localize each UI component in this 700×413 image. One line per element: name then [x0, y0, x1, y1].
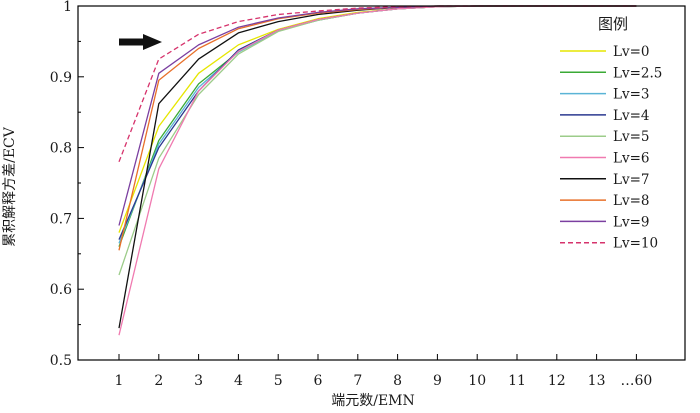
series-line-lv-6	[118, 5, 637, 336]
x-tick-label: 6	[314, 373, 323, 389]
series-layer	[118, 5, 637, 336]
y-tick-label: 0.6	[50, 282, 72, 298]
x-tick-label: 8	[393, 373, 402, 389]
legend-label: Lv=2.5	[613, 65, 662, 81]
series-line-lv-10	[118, 5, 637, 163]
x-tick-label: 3	[194, 373, 203, 389]
series-line-lv-9	[118, 5, 637, 226]
y-tick-label: 0.5	[50, 353, 72, 369]
legend-label: Lv=8	[613, 193, 650, 209]
y-tick-label: 0.8	[50, 141, 72, 157]
legend-title: 图例	[598, 15, 628, 33]
x-tick-label: 1	[115, 373, 124, 389]
arrow-icon	[119, 34, 162, 50]
legend-label: Lv=9	[613, 214, 650, 230]
x-axis-title: 端元数/EMN	[331, 393, 415, 409]
series-line-lv-0	[118, 5, 637, 233]
legend-label: Lv=0	[613, 44, 650, 60]
y-tick-label: 0.7	[50, 211, 72, 227]
x-tick-label: 7	[353, 373, 362, 389]
series-line-lv-3	[118, 5, 637, 244]
y-axis-title: 累积解释方差/ECV	[2, 126, 18, 247]
x-tick-label: 5	[274, 373, 283, 389]
axis-layer: 0.50.60.70.80.911 2 3 4 5 6 7 8 9 10 11 12 13 …60	[50, 0, 686, 389]
x-tick-label: 11	[508, 373, 526, 389]
x-tick-label: 4	[234, 373, 243, 389]
legend-label: Lv=5	[613, 129, 650, 145]
legend: 图例 Lv=0 Lv=2.5 Lv=3 Lv=4 Lv=5 Lv=6 Lv=7 Lv=8 Lv=9…	[560, 15, 662, 252]
x-tick-label: 2	[154, 373, 163, 389]
x-tick-label: 13	[588, 373, 606, 389]
series-line-lv-2-5	[118, 5, 637, 247]
x-tick-label: …60	[620, 373, 652, 389]
legend-label: Lv=10	[613, 236, 658, 252]
legend-label: Lv=4	[613, 108, 650, 124]
y-tick-label: 0.9	[50, 70, 72, 86]
y-tick-label: 1	[63, 0, 72, 15]
legend-label: Lv=7	[613, 172, 650, 188]
plot-frame	[77, 5, 686, 361]
legend-label: Lv=6	[613, 151, 650, 167]
x-tick-label: 12	[548, 373, 566, 389]
x-tick-label: 10	[468, 373, 486, 389]
series-line-lv-8	[118, 5, 637, 251]
annotation-layer	[119, 34, 162, 50]
series-line-lv-4	[118, 5, 637, 240]
legend-label: Lv=3	[613, 87, 650, 103]
series-line-lv-7	[118, 5, 637, 329]
x-tick-label: 9	[433, 373, 442, 389]
